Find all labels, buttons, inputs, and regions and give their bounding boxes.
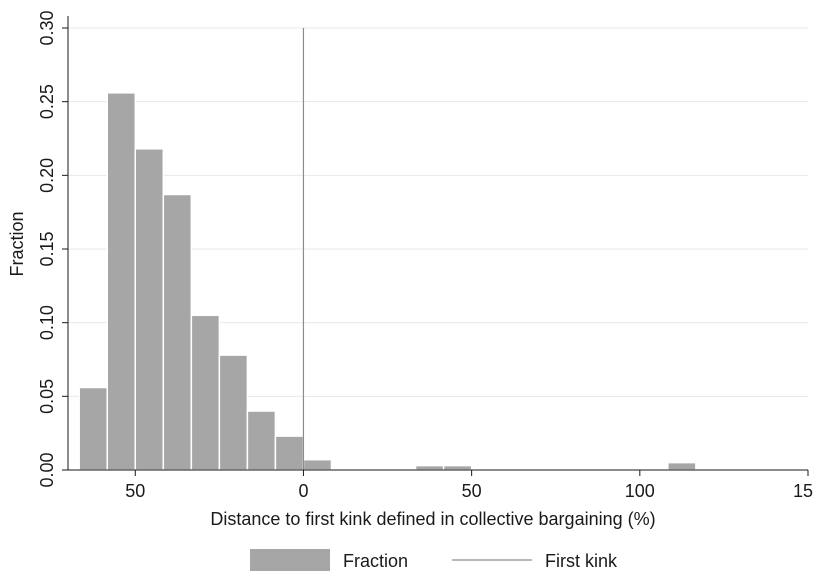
histogram-bar-8 (302, 458, 333, 471)
x-axis-title: Distance to first kink defined in collec… (210, 509, 655, 529)
x-tick-label-2: 50 (462, 481, 482, 501)
x-tick-label-1: 0 (298, 481, 308, 501)
histogram-bar-1 (106, 92, 137, 471)
y-axis-ticks: 0.00 0.05 0.10 0.15 0.20 0.25 0.30 (37, 10, 68, 488)
legend-swatch-fraction (250, 549, 330, 571)
legend-label-fraction: Fraction (343, 551, 408, 571)
histogram-bars (78, 92, 697, 471)
y-tick-label-6: 0.30 (37, 10, 57, 45)
axes (67, 16, 808, 471)
y-axis-title: Fraction (7, 211, 27, 276)
histogram-bar-12 (442, 464, 473, 471)
y-tick-label-5: 0.25 (37, 84, 57, 119)
x-tick-label-3: 100 (625, 481, 655, 501)
x-tick-label-4: 150 (793, 481, 813, 501)
histogram-bar-3 (162, 193, 193, 471)
y-tick-label-1: 0.05 (37, 379, 57, 414)
histogram-bar-11 (414, 464, 445, 471)
legend-label-first-kink: First kink (545, 551, 618, 571)
x-axis-ticks: 50 0 50 100 150 (125, 470, 813, 501)
y-tick-label-4: 0.20 (37, 158, 57, 193)
histogram-bar-20 (667, 461, 697, 471)
histogram-bar-7 (274, 435, 305, 471)
histogram-bar-5 (218, 354, 249, 471)
histogram-bar-2 (134, 148, 165, 471)
histogram-bar-4 (190, 314, 221, 471)
y-tick-label-2: 0.10 (37, 305, 57, 340)
x-tick-label-0: 50 (125, 481, 145, 501)
legend: Fraction First kink (250, 549, 618, 571)
y-tick-label-0: 0.00 (37, 452, 57, 487)
histogram-bar-6 (246, 410, 277, 471)
y-tick-label-3: 0.15 (37, 231, 57, 266)
histogram-bar-0 (78, 386, 108, 471)
